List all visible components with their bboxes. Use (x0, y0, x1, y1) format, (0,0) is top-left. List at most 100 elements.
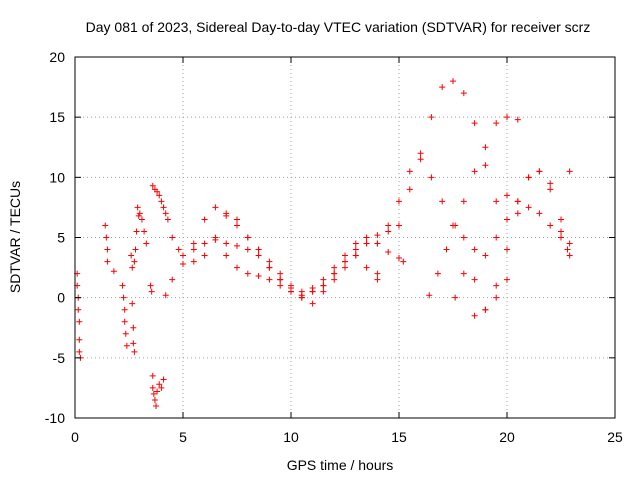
data-point (266, 264, 273, 271)
data-point (417, 156, 424, 163)
data-point (154, 188, 161, 195)
data-point (150, 390, 157, 397)
data-point (104, 258, 111, 265)
data-point (143, 240, 150, 247)
series-arc-i (471, 168, 573, 319)
data-point (363, 240, 370, 247)
data-point (460, 90, 467, 97)
y-tick-label: 15 (49, 109, 65, 125)
data-point (558, 216, 564, 223)
data-point (352, 240, 359, 247)
data-point (234, 216, 240, 223)
data-point (385, 248, 392, 255)
data-point (396, 254, 402, 261)
data-point (493, 234, 500, 241)
series-early-fragments (74, 204, 167, 409)
data-point (162, 210, 169, 217)
data-point (255, 273, 262, 280)
y-tick-label: 20 (49, 49, 65, 65)
data-point (493, 198, 500, 205)
data-point (201, 216, 208, 223)
data-point (122, 330, 129, 337)
data-point (244, 270, 251, 277)
data-point (153, 402, 159, 409)
data-point (288, 288, 294, 295)
data-point (169, 234, 176, 241)
series-arc-h (452, 270, 510, 313)
data-point (244, 246, 251, 253)
data-point (169, 276, 176, 283)
data-point (76, 348, 83, 355)
data-point (514, 198, 521, 205)
data-point (374, 276, 381, 283)
data-point (212, 204, 219, 211)
data-point (396, 198, 402, 205)
data-point (385, 222, 392, 229)
data-point (180, 260, 186, 267)
data-point (133, 228, 140, 235)
data-point (162, 292, 169, 299)
data-point (482, 162, 489, 169)
data-point (266, 276, 273, 283)
data-point (320, 276, 327, 283)
data-point (76, 318, 83, 325)
y-tick-label: 10 (49, 169, 65, 185)
data-point (320, 282, 327, 289)
data-point (460, 234, 467, 241)
data-point (471, 120, 478, 127)
data-point (190, 246, 197, 253)
series-arc-d (223, 252, 381, 301)
data-point (452, 222, 459, 229)
data-point (504, 114, 510, 121)
y-axis-label: SDTVAR / TECUs (7, 181, 23, 293)
data-point (277, 270, 284, 277)
data-point (131, 258, 138, 265)
data-point (76, 336, 83, 343)
data-point (547, 186, 554, 193)
data-point (482, 144, 489, 151)
data-point (439, 84, 446, 91)
data-point (223, 212, 230, 219)
data-point (147, 282, 154, 289)
data-point (121, 318, 128, 325)
x-axis-label: GPS time / hours (287, 457, 394, 473)
data-point (452, 294, 459, 301)
data-point (255, 246, 262, 253)
data-point (320, 288, 327, 295)
data-point (417, 150, 424, 157)
y-tick-label: 0 (57, 290, 65, 306)
series-cluster-8-10 (149, 182, 171, 223)
data-point (439, 198, 446, 205)
data-point (342, 258, 348, 265)
data-point (190, 240, 197, 247)
data-point (536, 210, 543, 217)
data-point (342, 264, 348, 271)
data-point (266, 258, 273, 265)
x-tick-label: 25 (607, 429, 623, 445)
data-point (309, 300, 316, 307)
data-point (471, 276, 478, 283)
data-point (352, 252, 359, 259)
axis-ticks: 0 5 10 15 20 25 -10 -5 0 5 10 15 20 (45, 49, 623, 445)
data-point (103, 234, 110, 241)
data-point (156, 192, 163, 199)
data-point (363, 234, 370, 241)
data-point (201, 240, 208, 247)
data-point (158, 384, 165, 391)
data-point (149, 182, 156, 189)
x-tick-label: 5 (179, 429, 187, 445)
data-point (156, 381, 163, 388)
data-point (374, 270, 381, 277)
data-point (120, 294, 127, 301)
data-point (223, 240, 230, 247)
x-tick-label: 0 (71, 429, 79, 445)
data-point (428, 114, 435, 121)
data-point (160, 376, 167, 383)
data-point (102, 222, 109, 229)
data-point (149, 372, 156, 379)
data-point (138, 216, 145, 223)
data-point (400, 258, 407, 265)
data-point (309, 288, 316, 295)
